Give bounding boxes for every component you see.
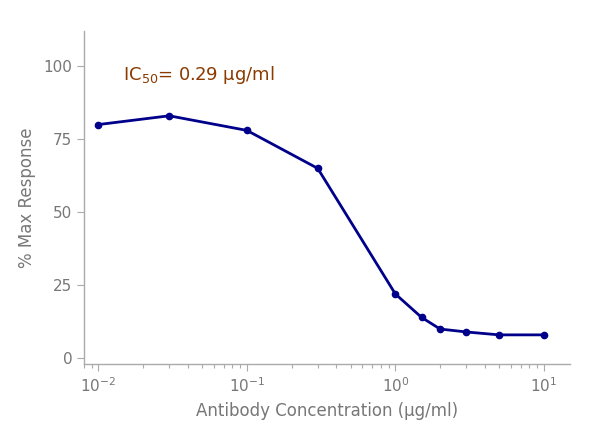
Text: IC$_{50}$= 0.29 μg/ml: IC$_{50}$= 0.29 μg/ml (123, 64, 275, 87)
X-axis label: Antibody Concentration (μg/ml): Antibody Concentration (μg/ml) (196, 401, 458, 420)
Y-axis label: % Max Response: % Max Response (19, 127, 37, 268)
